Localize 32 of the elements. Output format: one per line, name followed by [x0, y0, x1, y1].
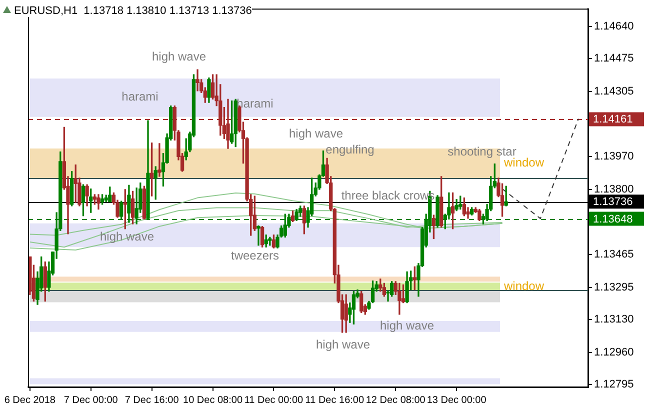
y-tick-label: 1.13465: [594, 248, 634, 260]
annotation: high wave: [380, 318, 434, 332]
annotation: high wave: [152, 49, 206, 64]
annotation: high wave: [100, 229, 154, 244]
x-tick-label: 6 Dec 2018: [4, 394, 56, 406]
x-tick-label: 12 Dec 08:00: [366, 394, 426, 406]
ref-line-label: 1.13648: [593, 213, 633, 226]
annotation: harami: [236, 96, 274, 110]
x-tick-label: 7 Dec 00:00: [64, 394, 118, 406]
annotation: harami: [122, 89, 158, 104]
x-tick-label: 11 Dec 00:00: [244, 394, 304, 406]
ref-line-label: 1.14161: [593, 114, 633, 126]
annotation: high wave: [288, 126, 344, 140]
y-tick-label: 1.13800: [594, 183, 634, 196]
y-tick-label: 1.12960: [594, 346, 634, 358]
ref-line-label: 1.13736: [593, 196, 633, 208]
x-tick-label: 11 Dec 16:00: [305, 394, 364, 406]
y-tick-label: 1.12795: [594, 378, 634, 390]
y-tick-label: 1.13295: [594, 281, 634, 294]
chart-title: EURUSD,H1 1.13718 1.13810 1.13713 1.13736: [14, 5, 252, 17]
y-tick-label: 1.14305: [594, 85, 634, 98]
y-tick-label: 1.14475: [594, 52, 634, 64]
y-tick-label: 1.14640: [594, 20, 634, 32]
annotation: high wave: [316, 337, 370, 352]
y-tick-label: 1.13970: [594, 150, 634, 162]
x-tick-label: 7 Dec 16:00: [124, 394, 180, 406]
band-label: window: [503, 156, 544, 170]
annotation: tweezers: [230, 248, 280, 262]
y-tick-label: 1.13130: [594, 313, 634, 326]
x-tick-label: 13 Dec 00:00: [426, 394, 487, 406]
band-label: window: [503, 278, 544, 293]
x-tick-label: 10 Dec 08:00: [183, 394, 243, 406]
